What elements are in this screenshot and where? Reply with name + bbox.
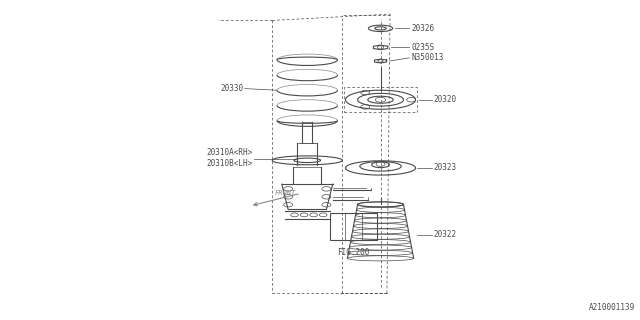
Text: FIG.200: FIG.200 xyxy=(337,248,370,257)
Text: 0235S: 0235S xyxy=(411,43,435,52)
Text: 20310A<RH>: 20310A<RH> xyxy=(207,148,253,157)
Text: 20310B<LH>: 20310B<LH> xyxy=(207,159,253,168)
Text: 20320: 20320 xyxy=(433,95,456,104)
Text: A210001139: A210001139 xyxy=(589,303,636,312)
Bar xyxy=(330,213,378,240)
Text: FRONT: FRONT xyxy=(275,190,296,196)
Text: 20323: 20323 xyxy=(433,164,456,172)
Text: 20330: 20330 xyxy=(220,84,244,93)
Text: N350013: N350013 xyxy=(411,53,444,62)
Bar xyxy=(344,87,417,112)
Text: 20326: 20326 xyxy=(411,24,435,33)
Text: 20322: 20322 xyxy=(433,230,456,239)
